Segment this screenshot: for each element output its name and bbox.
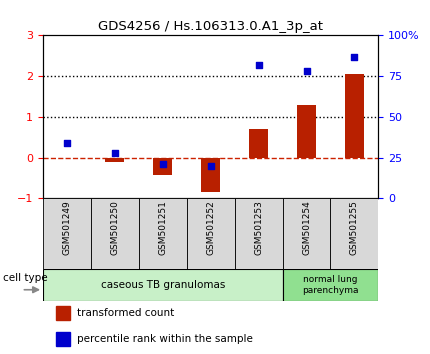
Bar bbox=[249, 129, 268, 158]
Bar bbox=[43, 269, 283, 301]
Point bbox=[351, 54, 358, 59]
Bar bbox=[139, 198, 187, 269]
Text: GSM501253: GSM501253 bbox=[254, 200, 263, 255]
Text: GSM501255: GSM501255 bbox=[350, 200, 359, 255]
Text: GSM501250: GSM501250 bbox=[111, 200, 120, 255]
Text: normal lung
parenchyma: normal lung parenchyma bbox=[302, 275, 359, 295]
Point bbox=[111, 150, 118, 155]
Bar bbox=[105, 158, 124, 161]
Point bbox=[255, 62, 262, 68]
Bar bbox=[331, 198, 378, 269]
Bar bbox=[297, 104, 316, 158]
Bar bbox=[56, 306, 70, 320]
Point bbox=[303, 68, 310, 74]
Bar bbox=[43, 198, 91, 269]
Bar bbox=[235, 198, 283, 269]
Bar bbox=[187, 198, 235, 269]
Text: percentile rank within the sample: percentile rank within the sample bbox=[77, 333, 252, 344]
Text: caseous TB granulomas: caseous TB granulomas bbox=[101, 280, 225, 290]
Text: GSM501251: GSM501251 bbox=[158, 200, 167, 255]
Bar bbox=[56, 332, 70, 346]
Text: GSM501249: GSM501249 bbox=[62, 200, 71, 255]
Title: GDS4256 / Hs.106313.0.A1_3p_at: GDS4256 / Hs.106313.0.A1_3p_at bbox=[98, 20, 323, 33]
Bar bbox=[283, 198, 331, 269]
Point bbox=[207, 163, 214, 169]
Bar bbox=[345, 74, 364, 158]
Text: cell type: cell type bbox=[3, 273, 48, 283]
Bar bbox=[153, 158, 172, 175]
Text: transformed count: transformed count bbox=[77, 308, 174, 318]
Bar bbox=[91, 198, 139, 269]
Text: GSM501254: GSM501254 bbox=[302, 200, 311, 255]
Bar bbox=[283, 269, 378, 301]
Text: GSM501252: GSM501252 bbox=[206, 200, 215, 255]
Point bbox=[64, 140, 71, 146]
Bar bbox=[201, 158, 220, 192]
Point bbox=[160, 161, 166, 167]
